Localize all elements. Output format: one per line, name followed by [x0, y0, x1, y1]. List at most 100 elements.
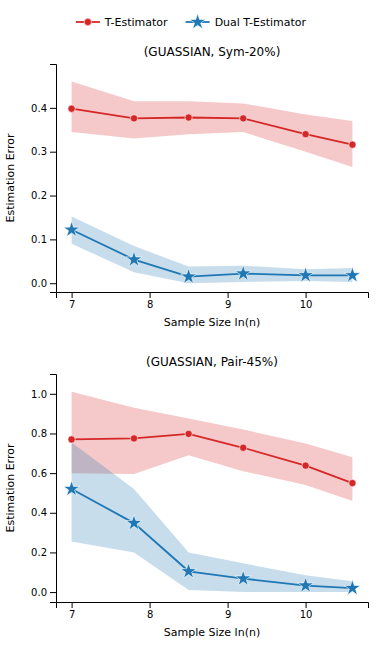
band [72, 217, 353, 284]
x-axis-tick: 8 [147, 602, 153, 620]
marker [130, 435, 137, 442]
x-axis-tick-label: 9 [225, 299, 231, 310]
legend-entry: T-Estimator [76, 16, 168, 29]
x-axis-tick: 7 [69, 602, 75, 620]
x-axis-line [57, 293, 369, 299]
y-axis-title: Estimation Error [4, 443, 17, 532]
marker [240, 115, 247, 122]
y-axis-tick: 0.6 [31, 468, 56, 479]
title: (GUASSIAN, Pair-45%) [146, 355, 278, 369]
y-axis-tick-label: 0.8 [31, 428, 47, 439]
y-axis-tick-mark [50, 108, 56, 109]
marker [181, 268, 197, 283]
marker [298, 267, 314, 282]
marker [130, 115, 137, 122]
x-axis-tick: 10 [300, 292, 313, 310]
y-axis-tick-label: 0.0 [31, 278, 47, 289]
marker [302, 462, 309, 469]
legend-label: Dual T-Estimator [215, 16, 307, 29]
legend-entry: Dual T-Estimator [186, 14, 307, 29]
marker [68, 436, 75, 443]
marker [185, 114, 192, 121]
plot: 7 8 9 10 0.0 0.2 0.4 0.6 0.8 1.0 (GUASSIAN, Pair-4… [4, 355, 369, 639]
y-axis-tick-label: 1.0 [31, 389, 47, 400]
x-axis-tick: 9 [225, 602, 231, 620]
marker [344, 580, 360, 595]
y-axis-tick-label: 0.2 [31, 190, 47, 201]
x-axis-tick-mark [306, 602, 307, 608]
y-axis-tick: 0.4 [31, 103, 56, 114]
y-axis-tick-label: 0.0 [31, 587, 47, 598]
y-axis-line [50, 65, 57, 293]
marker [181, 563, 197, 578]
marker [349, 141, 356, 148]
x-axis-tick-mark [150, 292, 151, 298]
x-axis-tick-label: 7 [69, 299, 75, 310]
x-axis: 78910 [57, 292, 369, 310]
y-axis-tick-label: 0.2 [31, 547, 47, 558]
y-axis-tick: 0.0 [31, 587, 56, 598]
y-axis-tick-label: 0.3 [31, 146, 47, 157]
y-axis-tick-mark [50, 433, 56, 434]
x-axis-tick: 7 [69, 292, 75, 310]
legend-symbol [190, 14, 206, 29]
y-axis-tick-mark [50, 394, 56, 395]
x-axis-tick-mark [228, 292, 229, 298]
marker [185, 430, 192, 437]
legend-symbol [84, 18, 91, 25]
y-axis-tick-mark [50, 513, 56, 514]
y-axis-tick-mark [50, 196, 56, 197]
y-axis-tick-label: 0.4 [31, 103, 47, 114]
marker [302, 130, 309, 137]
y-axis-tick-mark [50, 152, 56, 153]
band [72, 442, 353, 592]
y-axis-tick-label: 0.1 [31, 234, 47, 245]
line [72, 434, 353, 483]
line [72, 230, 353, 277]
chart: 7 8 9 10 0.0 0.1 0.2 0.3 0.4 (GUASSIAN, Sym-20%) S… [0, 0, 382, 666]
x-axis-tick-mark [150, 602, 151, 608]
y-axis-tick: 0.2 [31, 190, 56, 201]
marks [64, 82, 361, 284]
marker [240, 444, 247, 451]
title: (GUASSIAN, Sym-20%) [144, 45, 281, 59]
marker [298, 577, 314, 592]
x-axis-tick-label: 10 [300, 609, 313, 620]
y-axis-tick-mark [50, 239, 56, 240]
y-axis-tick: 1.0 [31, 389, 56, 400]
y-axis-tick-mark [50, 473, 56, 474]
marker [68, 105, 75, 112]
y-axis-tick: 0.3 [31, 146, 56, 157]
marker [235, 265, 251, 280]
marker [344, 267, 360, 282]
marker [64, 481, 80, 496]
x-axis-tick: 10 [300, 602, 313, 620]
y-axis-title: Estimation Error [4, 133, 17, 222]
y-axis-tick-mark [50, 283, 56, 284]
y-axis-tick: 0.8 [31, 428, 56, 439]
legend-label: T-Estimator [104, 16, 168, 29]
marks [64, 392, 361, 595]
plot: 789100.00.10.20.30.4(GUASSIAN, Sym-20%)S… [4, 45, 369, 329]
line [72, 489, 353, 588]
x-axis: 7 8 9 10 [57, 602, 369, 620]
x-axis-tick-mark [72, 292, 73, 298]
y-axis: 0.0 0.2 0.4 0.6 0.8 1.0 [31, 375, 56, 603]
y-axis-tick-label: 0.4 [31, 507, 47, 518]
x-axis-title: Sample Size ln(n) [164, 316, 260, 329]
x-axis-title: Sample Size ln(n) [164, 626, 260, 639]
line [72, 109, 353, 145]
y-axis-tick-mark [50, 552, 56, 553]
y-axis-line [50, 375, 57, 603]
x-axis-tick-label: 7 [69, 609, 75, 620]
x-axis-tick: 9 [225, 292, 231, 310]
marker [235, 570, 251, 585]
y-axis-tick: 0.0 [31, 278, 56, 289]
marker [126, 515, 142, 530]
marker [126, 251, 142, 266]
y-axis-tick-mark [50, 592, 56, 593]
y-axis: 0.0 0.1 0.2 0.3 0.4 [31, 65, 56, 293]
x-axis-tick-mark [306, 292, 307, 298]
marker [349, 479, 356, 486]
x-axis-tick-label: 10 [300, 299, 313, 310]
